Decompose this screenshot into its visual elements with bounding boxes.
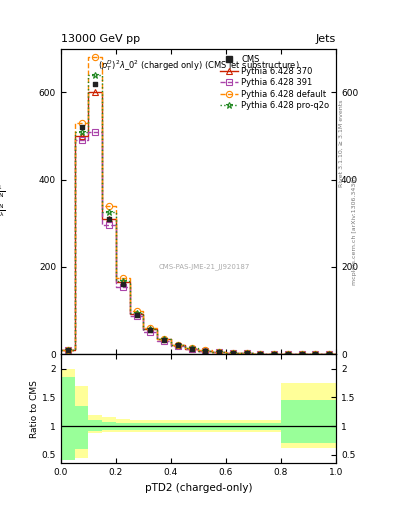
Text: 13000 GeV pp: 13000 GeV pp: [61, 33, 140, 44]
X-axis label: pTD2 (charged-only): pTD2 (charged-only): [145, 483, 252, 493]
Legend: CMS, Pythia 6.428 370, Pythia 6.428 391, Pythia 6.428 default, Pythia 6.428 pro-: CMS, Pythia 6.428 370, Pythia 6.428 391,…: [217, 53, 332, 113]
Point: [257, 350, 263, 358]
Point: [326, 350, 332, 358]
Point: [299, 350, 305, 358]
Point: [79, 123, 85, 131]
Text: CMS-PAS-JME-21_JJ920187: CMS-PAS-JME-21_JJ920187: [158, 264, 250, 270]
Text: $(p_T^D)^2\lambda\_0^2$ (charged only) (CMS jet substructure): $(p_T^D)^2\lambda\_0^2$ (charged only) (…: [97, 58, 299, 73]
Text: mcplots.cern.ch [arXiv:1306.3436]: mcplots.cern.ch [arXiv:1306.3436]: [352, 176, 357, 285]
Point: [312, 350, 318, 358]
Y-axis label: $\mathregular{\frac{1}{\mathregular{d}N}}$
$\mathregular{\frac{dN}{d\,\lambda}}$: $\mathregular{\frac{1}{\mathregular{d}N}…: [0, 184, 5, 219]
Point: [189, 345, 195, 353]
Point: [285, 350, 291, 358]
Point: [161, 336, 167, 345]
Point: [64, 346, 71, 354]
Y-axis label: Ratio to CMS: Ratio to CMS: [30, 380, 39, 438]
Point: [244, 349, 250, 357]
Text: Rivet 3.1.10, ≥ 3.1M events: Rivet 3.1.10, ≥ 3.1M events: [339, 100, 344, 187]
Point: [92, 79, 98, 88]
Point: [202, 347, 208, 355]
Point: [147, 326, 153, 334]
Point: [216, 348, 222, 356]
Point: [230, 349, 236, 357]
Point: [106, 215, 112, 223]
Point: [175, 342, 181, 350]
Point: [119, 280, 126, 288]
Point: [271, 350, 277, 358]
Text: Jets: Jets: [316, 33, 336, 44]
Point: [134, 311, 140, 319]
